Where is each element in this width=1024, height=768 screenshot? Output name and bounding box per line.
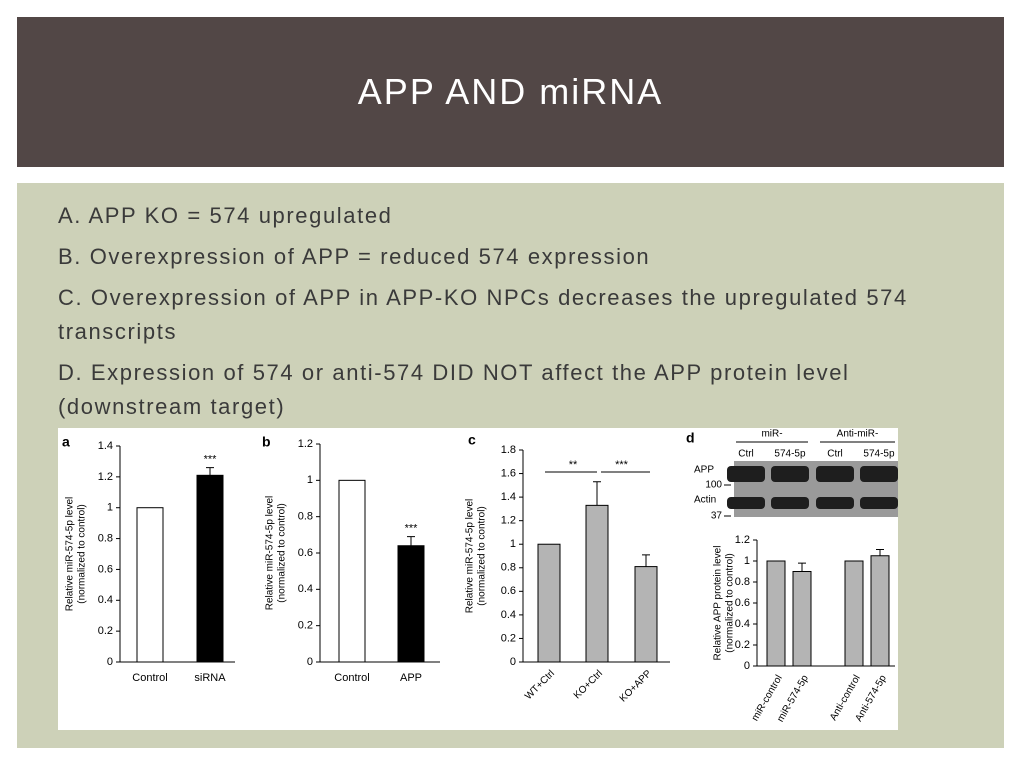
error-bar <box>798 562 806 572</box>
y-tick-label: 1.4 <box>98 440 113 452</box>
y-axis-label: (normalized to control) <box>77 504 88 603</box>
blot-band <box>860 497 898 509</box>
y-axis-label: Relative miR-574-5p level <box>265 496 276 611</box>
y-axis-label: (normalized to control) <box>725 553 736 652</box>
y-tick-label: 0 <box>510 656 516 668</box>
y-tick-label: 0.6 <box>298 547 313 559</box>
panel-label: d <box>686 430 695 446</box>
bar <box>338 479 366 663</box>
error-bar <box>407 536 415 546</box>
bullet: C. Overexpression of APP in APP-KO NPCs … <box>58 285 908 344</box>
blot-band <box>771 466 809 482</box>
blot-group: miR- <box>761 429 782 440</box>
y-tick-label: 1 <box>744 555 750 567</box>
y-tick-label: 0 <box>744 660 750 672</box>
error-bar <box>642 554 650 567</box>
significance: *** <box>204 454 218 466</box>
y-tick-label: 1.2 <box>298 438 313 450</box>
blot-lane: Ctrl <box>738 449 754 460</box>
y-axis-label: (normalized to control) <box>277 503 288 602</box>
bar <box>196 474 224 663</box>
y-tick-label: 0.2 <box>98 625 113 637</box>
panel-label: c <box>468 432 476 448</box>
bar <box>766 560 786 667</box>
y-tick-label: 1.2 <box>98 471 113 483</box>
comparison-label: *** <box>615 459 629 471</box>
blot-lane: 574-5p <box>863 449 895 460</box>
bullet: A. APP KO = 574 upregulated <box>58 203 393 228</box>
x-tick-label: Control <box>132 672 167 684</box>
bar <box>792 571 812 667</box>
panel-label: b <box>262 434 271 450</box>
y-tick-label: 0.8 <box>501 562 516 574</box>
y-tick-label: 0.6 <box>735 597 750 609</box>
bar <box>136 507 164 663</box>
blot-band <box>816 466 854 482</box>
y-tick-label: 1 <box>307 474 313 486</box>
y-tick-label: 1.6 <box>501 467 516 479</box>
blot-lane: Ctrl <box>827 449 843 460</box>
y-tick-label: 0.2 <box>298 620 313 632</box>
blot-group: Anti-miR- <box>837 429 879 440</box>
y-tick-label: 1 <box>107 502 113 514</box>
significance: *** <box>405 523 419 535</box>
error-bar <box>593 481 601 506</box>
bar <box>397 545 425 663</box>
blot-band <box>860 466 898 482</box>
bar <box>537 543 561 663</box>
blot-row: APP <box>694 465 714 476</box>
bar <box>844 560 864 667</box>
blot-band <box>727 466 765 482</box>
y-axis-label: Relative miR-574-5p level <box>465 499 476 614</box>
y-tick-label: 1.4 <box>501 491 516 503</box>
y-tick-label: 0.6 <box>98 563 113 575</box>
y-axis-label: Relative APP protein level <box>713 546 724 661</box>
bullet-list: A. APP KO = 574 upregulated B. Overexpre… <box>58 199 978 431</box>
blot-lane: 574-5p <box>774 449 806 460</box>
y-tick-label: 0.8 <box>735 576 750 588</box>
bar <box>634 566 658 663</box>
y-axis-label: Relative miR-574-5p level <box>65 497 76 612</box>
blot-band <box>727 497 765 509</box>
bar <box>870 555 890 667</box>
y-tick-label: 1.8 <box>501 444 516 456</box>
bullet: B. Overexpression of APP = reduced 574 e… <box>58 244 651 269</box>
x-tick-label: Control <box>334 672 369 684</box>
comparison-label: ** <box>569 459 578 471</box>
y-tick-label: 0.6 <box>501 585 516 597</box>
bullet: D. Expression of 574 or anti-574 DID NOT… <box>58 360 850 419</box>
y-tick-label: 0.4 <box>735 618 750 630</box>
title: APP AND miRNA <box>357 71 664 112</box>
x-tick-label: siRNA <box>194 672 226 684</box>
header: APP AND miRNA <box>17 17 1004 167</box>
blot-marker: 37 <box>711 511 723 522</box>
panel-label: a <box>62 434 70 450</box>
blot-row: Actin <box>694 495 716 506</box>
x-tick-label: APP <box>400 672 422 684</box>
bar <box>585 504 609 663</box>
y-tick-label: 0.2 <box>735 639 750 651</box>
y-axis-label: (normalized to control) <box>477 506 488 605</box>
blot-band <box>771 497 809 509</box>
error-bar <box>206 467 214 476</box>
blot-marker: 100 <box>705 480 722 491</box>
y-tick-label: 0.8 <box>98 532 113 544</box>
y-tick-label: 0.4 <box>98 594 113 606</box>
error-bar <box>876 548 884 556</box>
y-tick-label: 1 <box>510 538 516 550</box>
blot-band <box>816 497 854 509</box>
y-tick-label: 0.2 <box>501 632 516 644</box>
y-tick-label: 0 <box>107 656 113 668</box>
y-tick-label: 1.2 <box>501 515 516 527</box>
y-tick-label: 1.2 <box>735 534 750 546</box>
y-tick-label: 0 <box>307 656 313 668</box>
y-tick-label: 0.4 <box>501 609 516 621</box>
y-tick-label: 0.8 <box>298 511 313 523</box>
y-tick-label: 0.4 <box>298 583 313 595</box>
